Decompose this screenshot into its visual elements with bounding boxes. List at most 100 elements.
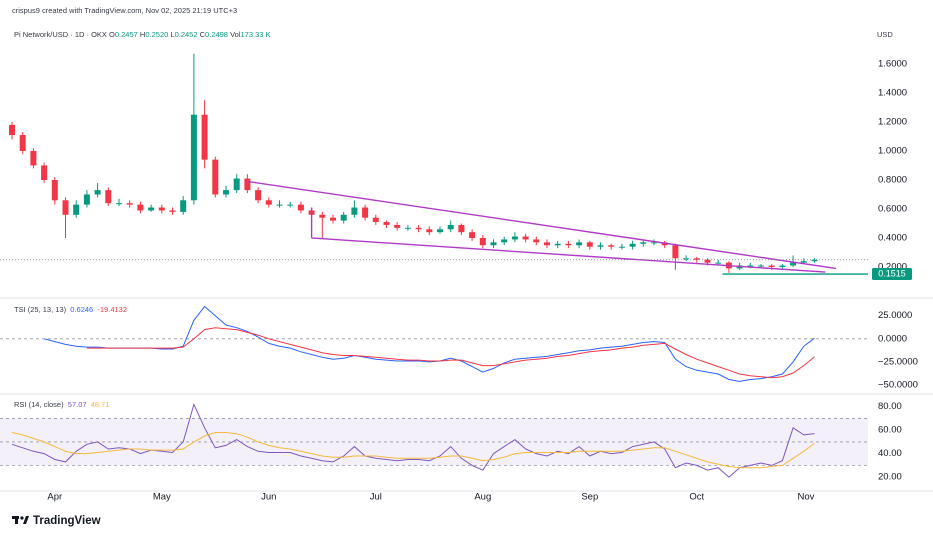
candle-body <box>351 207 358 215</box>
candle-body <box>319 214 326 218</box>
candle-body <box>629 243 636 247</box>
ohlc-label: C <box>200 30 206 39</box>
candle-body <box>747 265 754 267</box>
candle-body <box>148 207 155 211</box>
candle-body <box>223 190 229 195</box>
candle-body <box>51 179 58 201</box>
candle-body <box>180 200 187 212</box>
ohlc-label: Vol <box>230 30 241 39</box>
candle-body <box>19 135 26 151</box>
x-tick-label: Apr <box>47 492 62 503</box>
candle-body <box>255 190 262 201</box>
ohlc-value: 173.33 K <box>241 30 271 39</box>
candle-body <box>73 204 80 215</box>
ohlc-label: H <box>140 30 145 39</box>
candle-body <box>297 204 304 211</box>
candle-body <box>383 222 390 225</box>
candle-body <box>233 178 240 191</box>
y-tick-label: 20.00 <box>878 472 902 483</box>
y-tick-label: 0.8000 <box>878 174 907 185</box>
candle-body <box>116 203 122 205</box>
candle-body <box>790 262 797 266</box>
candle-body <box>576 242 583 246</box>
y-tick-label: 0.0000 <box>878 333 907 344</box>
ohlc-value: 0.2457 <box>115 30 138 39</box>
y-tick-label: 1.4000 <box>878 87 907 98</box>
ohlc-value: 0.2452 <box>175 30 198 39</box>
y-tick-label: 80.00 <box>878 401 902 412</box>
x-tick-label: Jun <box>261 492 276 503</box>
candle-body <box>212 159 219 195</box>
candle-body <box>394 224 401 228</box>
candle-body <box>640 242 647 244</box>
level-label: 0.1515 <box>878 268 906 278</box>
candle-body <box>362 207 369 218</box>
candle-body <box>126 203 133 205</box>
x-tick-label: Oct <box>689 492 704 503</box>
candle-body <box>715 262 722 264</box>
candle-body <box>469 232 476 238</box>
candle-body <box>287 204 294 206</box>
candle-body <box>62 200 69 215</box>
level-label-bg <box>872 268 912 281</box>
candle-body <box>244 178 251 191</box>
candle-body <box>672 245 679 259</box>
ohlc-value: 0.2520 <box>145 30 168 39</box>
candle-body <box>586 242 593 247</box>
candle-body <box>704 259 711 263</box>
candle-body <box>158 207 165 211</box>
candle-body <box>693 258 700 260</box>
y-tick-label: 1.0000 <box>878 145 907 156</box>
y-tick-label: 60.00 <box>878 425 902 436</box>
y-tick-label: 0.6000 <box>878 203 907 214</box>
candle-body <box>94 190 101 195</box>
candle-body <box>9 124 15 136</box>
candle-body <box>190 114 197 201</box>
y-tick-label: −25.0000 <box>878 356 918 367</box>
candle-body <box>544 242 550 246</box>
indicator-line <box>43 305 815 382</box>
y-tick-label: 1.6000 <box>878 58 907 69</box>
y-tick-label: 40.00 <box>878 448 902 459</box>
indicator-value: 0.6246 <box>70 305 93 314</box>
candle-body <box>83 194 90 205</box>
candle-body <box>618 246 625 248</box>
candle-body <box>490 242 497 246</box>
ohlc-value: 0.2498 <box>205 30 228 39</box>
candle-body <box>30 150 37 166</box>
candle-body <box>201 114 208 160</box>
candle-body <box>479 237 486 246</box>
indicator-line <box>86 327 815 379</box>
candle-body <box>372 217 379 223</box>
ohlc-label: L <box>170 30 174 39</box>
candle-body <box>41 165 48 180</box>
indicator-value: 57.07 <box>68 400 87 409</box>
ohlc-label: O <box>109 30 115 39</box>
attribution: crispus9 created with TradingView.com, N… <box>12 6 237 15</box>
candle-body <box>554 243 561 246</box>
candle-body <box>447 224 454 230</box>
candle-body <box>415 227 422 230</box>
candle-body <box>651 242 657 244</box>
candle-body <box>511 236 518 240</box>
y-tick-label: 0.2000 <box>878 262 907 273</box>
indicator-line <box>11 432 815 469</box>
candle-body <box>597 245 604 247</box>
candle-body <box>458 224 465 233</box>
candle-body <box>565 243 572 246</box>
y-tick-label: −50.0000 <box>878 380 918 391</box>
x-tick-label: Sep <box>581 492 598 503</box>
candle-body <box>169 210 176 212</box>
currency: USD <box>877 30 893 39</box>
candle-body <box>683 258 690 260</box>
candle-body <box>501 239 508 243</box>
indicator-legend: TSI (25, 13, 13) 0.6246 -19.4132 <box>14 305 131 314</box>
x-tick-label: Nov <box>797 492 814 503</box>
candle-body <box>758 265 764 267</box>
indicator-legend: RSI (14, close) 57.07 48.71 <box>14 400 114 409</box>
symbol-legend: Pi Network/USD · 1D · OKX O0.2457 H0.252… <box>14 30 273 39</box>
y-tick-label: 0.4000 <box>878 233 907 244</box>
candle-body <box>533 239 540 243</box>
candle-body <box>330 217 336 221</box>
